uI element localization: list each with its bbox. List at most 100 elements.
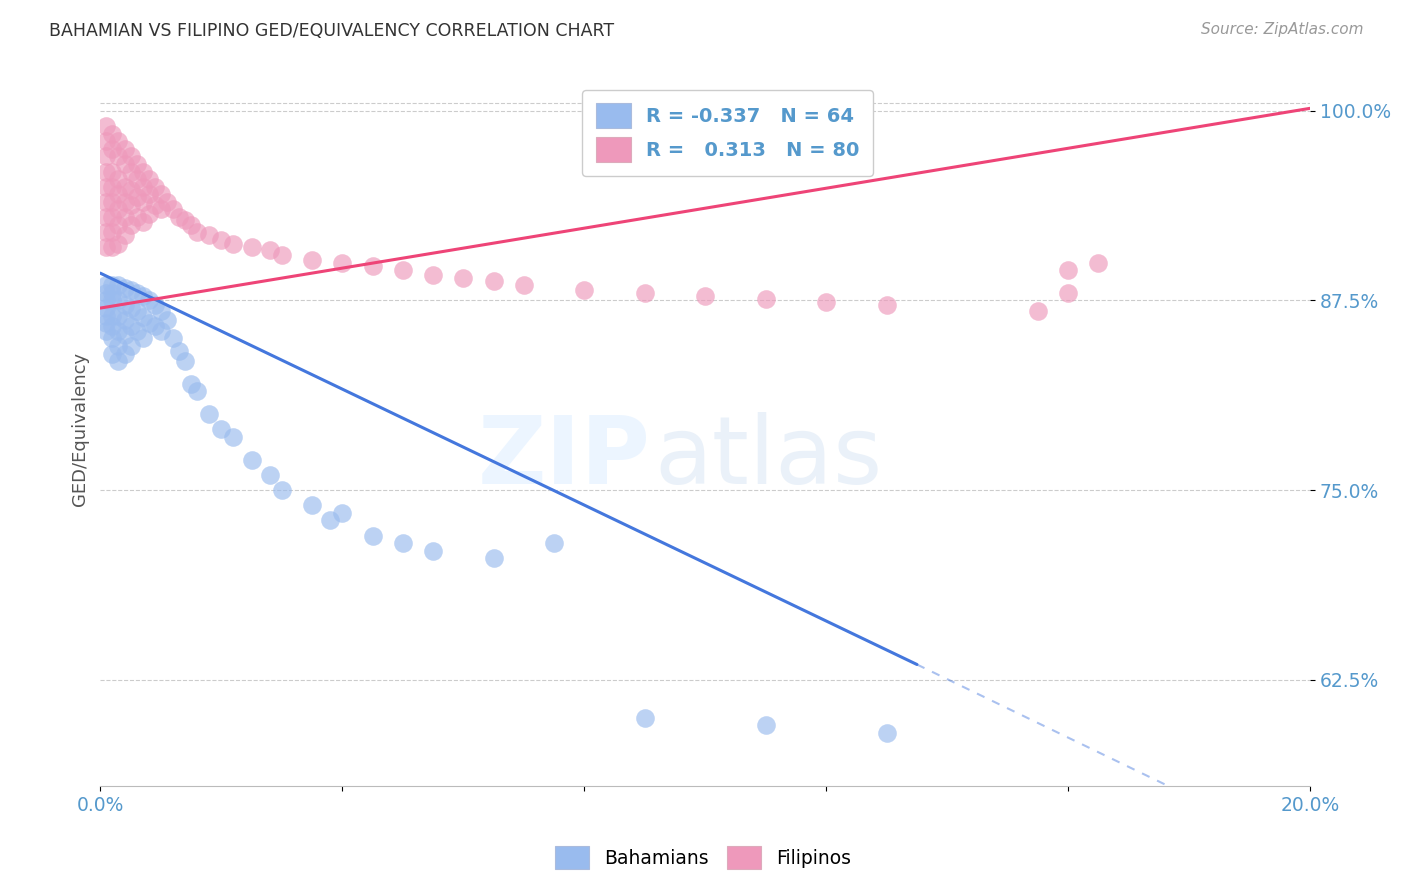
Point xyxy=(180,376,202,391)
Point xyxy=(101,285,124,300)
Point xyxy=(361,528,384,542)
Point xyxy=(101,225,124,239)
Point xyxy=(107,293,129,308)
Point xyxy=(114,346,136,360)
Point xyxy=(143,319,166,334)
Point xyxy=(149,304,172,318)
Point xyxy=(174,213,197,227)
Point xyxy=(138,316,160,330)
Point xyxy=(120,301,142,315)
Point xyxy=(131,164,153,178)
Point xyxy=(96,240,118,254)
Point xyxy=(138,187,160,202)
Point xyxy=(815,295,838,310)
Point xyxy=(301,252,323,267)
Point xyxy=(695,289,717,303)
Point xyxy=(114,194,136,209)
Point xyxy=(143,198,166,212)
Point xyxy=(156,313,179,327)
Point xyxy=(167,343,190,358)
Point xyxy=(101,210,124,224)
Point xyxy=(222,430,245,444)
Point xyxy=(755,718,778,732)
Point xyxy=(101,142,124,156)
Point xyxy=(453,270,475,285)
Point xyxy=(162,331,184,345)
Point xyxy=(114,210,136,224)
Point xyxy=(114,328,136,343)
Point xyxy=(114,142,136,156)
Point xyxy=(222,237,245,252)
Point xyxy=(391,263,413,277)
Point xyxy=(107,354,129,368)
Point xyxy=(131,179,153,194)
Point xyxy=(876,725,898,739)
Point xyxy=(574,283,596,297)
Point xyxy=(125,157,148,171)
Point xyxy=(143,179,166,194)
Point xyxy=(101,127,124,141)
Point xyxy=(120,164,142,178)
Point xyxy=(125,190,148,204)
Text: atlas: atlas xyxy=(654,412,883,504)
Point xyxy=(107,309,129,323)
Point xyxy=(482,551,505,566)
Point xyxy=(259,244,281,258)
Point xyxy=(101,278,124,293)
Point xyxy=(125,285,148,300)
Point xyxy=(330,506,353,520)
Point xyxy=(167,210,190,224)
Point xyxy=(149,324,172,338)
Point xyxy=(422,268,444,282)
Point xyxy=(96,293,118,308)
Point xyxy=(96,119,118,133)
Point xyxy=(107,339,129,353)
Point xyxy=(107,172,129,186)
Point xyxy=(114,157,136,171)
Point xyxy=(543,536,565,550)
Text: ZIP: ZIP xyxy=(478,412,651,504)
Point xyxy=(125,324,148,338)
Legend: R = -0.337   N = 64, R =   0.313   N = 80: R = -0.337 N = 64, R = 0.313 N = 80 xyxy=(582,90,873,176)
Text: Source: ZipAtlas.com: Source: ZipAtlas.com xyxy=(1201,22,1364,37)
Point xyxy=(1057,285,1080,300)
Text: BAHAMIAN VS FILIPINO GED/EQUIVALENCY CORRELATION CHART: BAHAMIAN VS FILIPINO GED/EQUIVALENCY COR… xyxy=(49,22,614,40)
Point xyxy=(319,513,342,527)
Point xyxy=(114,179,136,194)
Point xyxy=(125,304,148,318)
Point xyxy=(755,292,778,306)
Point xyxy=(149,202,172,217)
Point xyxy=(96,309,118,323)
Point xyxy=(143,298,166,312)
Point xyxy=(240,240,263,254)
Point xyxy=(101,240,124,254)
Point xyxy=(101,293,124,308)
Point xyxy=(138,293,160,308)
Point xyxy=(101,309,124,323)
Point xyxy=(174,354,197,368)
Point xyxy=(107,324,129,338)
Point xyxy=(96,285,118,300)
Point xyxy=(131,289,153,303)
Point xyxy=(96,149,118,163)
Point xyxy=(125,210,148,224)
Point xyxy=(101,319,124,334)
Point xyxy=(1087,255,1109,269)
Point xyxy=(96,164,118,178)
Point xyxy=(96,179,118,194)
Point xyxy=(513,278,536,293)
Point xyxy=(114,313,136,327)
Point xyxy=(131,331,153,345)
Point xyxy=(240,452,263,467)
Point xyxy=(186,225,208,239)
Point xyxy=(96,324,118,338)
Point xyxy=(209,422,232,436)
Point xyxy=(96,316,118,330)
Point xyxy=(209,233,232,247)
Point xyxy=(162,202,184,217)
Point xyxy=(634,710,657,724)
Point xyxy=(107,187,129,202)
Point xyxy=(107,218,129,232)
Point xyxy=(114,228,136,243)
Point xyxy=(120,319,142,334)
